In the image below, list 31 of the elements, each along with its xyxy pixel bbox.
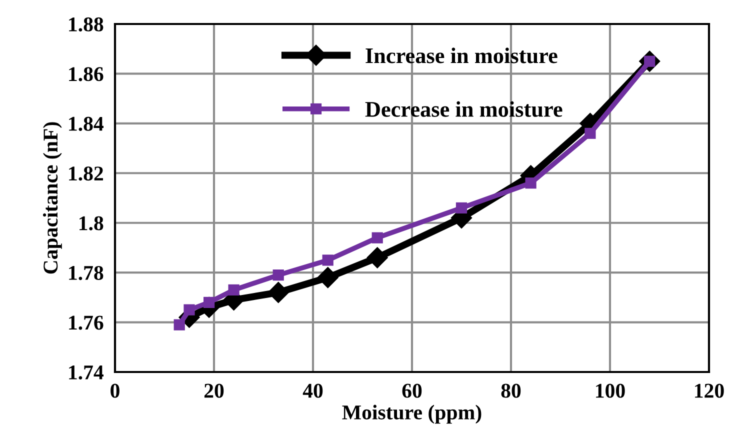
y-tick-label: 1.86 (69, 67, 104, 82)
point (366, 247, 388, 268)
legend-label: Increase in moisture (366, 48, 558, 64)
point (372, 232, 383, 244)
point (322, 254, 334, 266)
y-axis-title: Capacitance (nF) (42, 122, 62, 274)
y-tick-label: 1.84 (69, 116, 104, 131)
y-tick-label: 1.78 (69, 266, 104, 280)
y-tick-label: 1.82 (69, 166, 103, 181)
point (228, 284, 240, 296)
y-tick-label: 1.74 (69, 365, 104, 380)
point (174, 319, 185, 330)
y-tick-label: 1.88 (69, 17, 104, 32)
legend-label: Decrease in moisture (365, 101, 562, 117)
point (268, 282, 289, 303)
x-tick-label: 20 (204, 384, 224, 398)
point (584, 128, 596, 139)
point (317, 267, 338, 288)
point (456, 202, 468, 214)
y-tick-label: 1.76 (69, 316, 104, 330)
x-tick-label: 60 (402, 384, 422, 398)
x-tick-label: 100 (596, 384, 625, 398)
x-tick-label: 0 (110, 384, 120, 398)
point (525, 178, 536, 189)
point (184, 304, 195, 316)
point (272, 270, 284, 281)
x-tick-label: 120 (695, 384, 724, 398)
x-tick-label: 40 (302, 384, 323, 398)
x-tick-label: 80 (501, 384, 521, 398)
x-axis-title: Moisture (ppm) (342, 404, 482, 424)
y-tick-label: 1.8 (80, 216, 104, 230)
